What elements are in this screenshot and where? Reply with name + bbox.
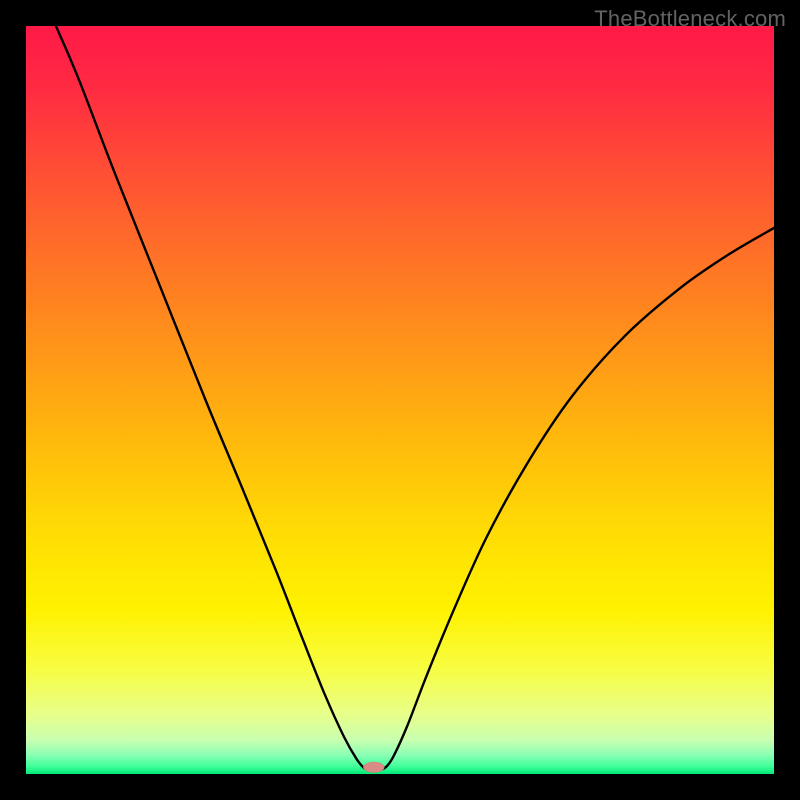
plot-background xyxy=(26,26,774,774)
attribution-label: TheBottleneck.com xyxy=(594,6,786,32)
bottleneck-chart xyxy=(0,0,800,800)
optimal-point-marker xyxy=(363,762,384,772)
chart-container: TheBottleneck.com xyxy=(0,0,800,800)
